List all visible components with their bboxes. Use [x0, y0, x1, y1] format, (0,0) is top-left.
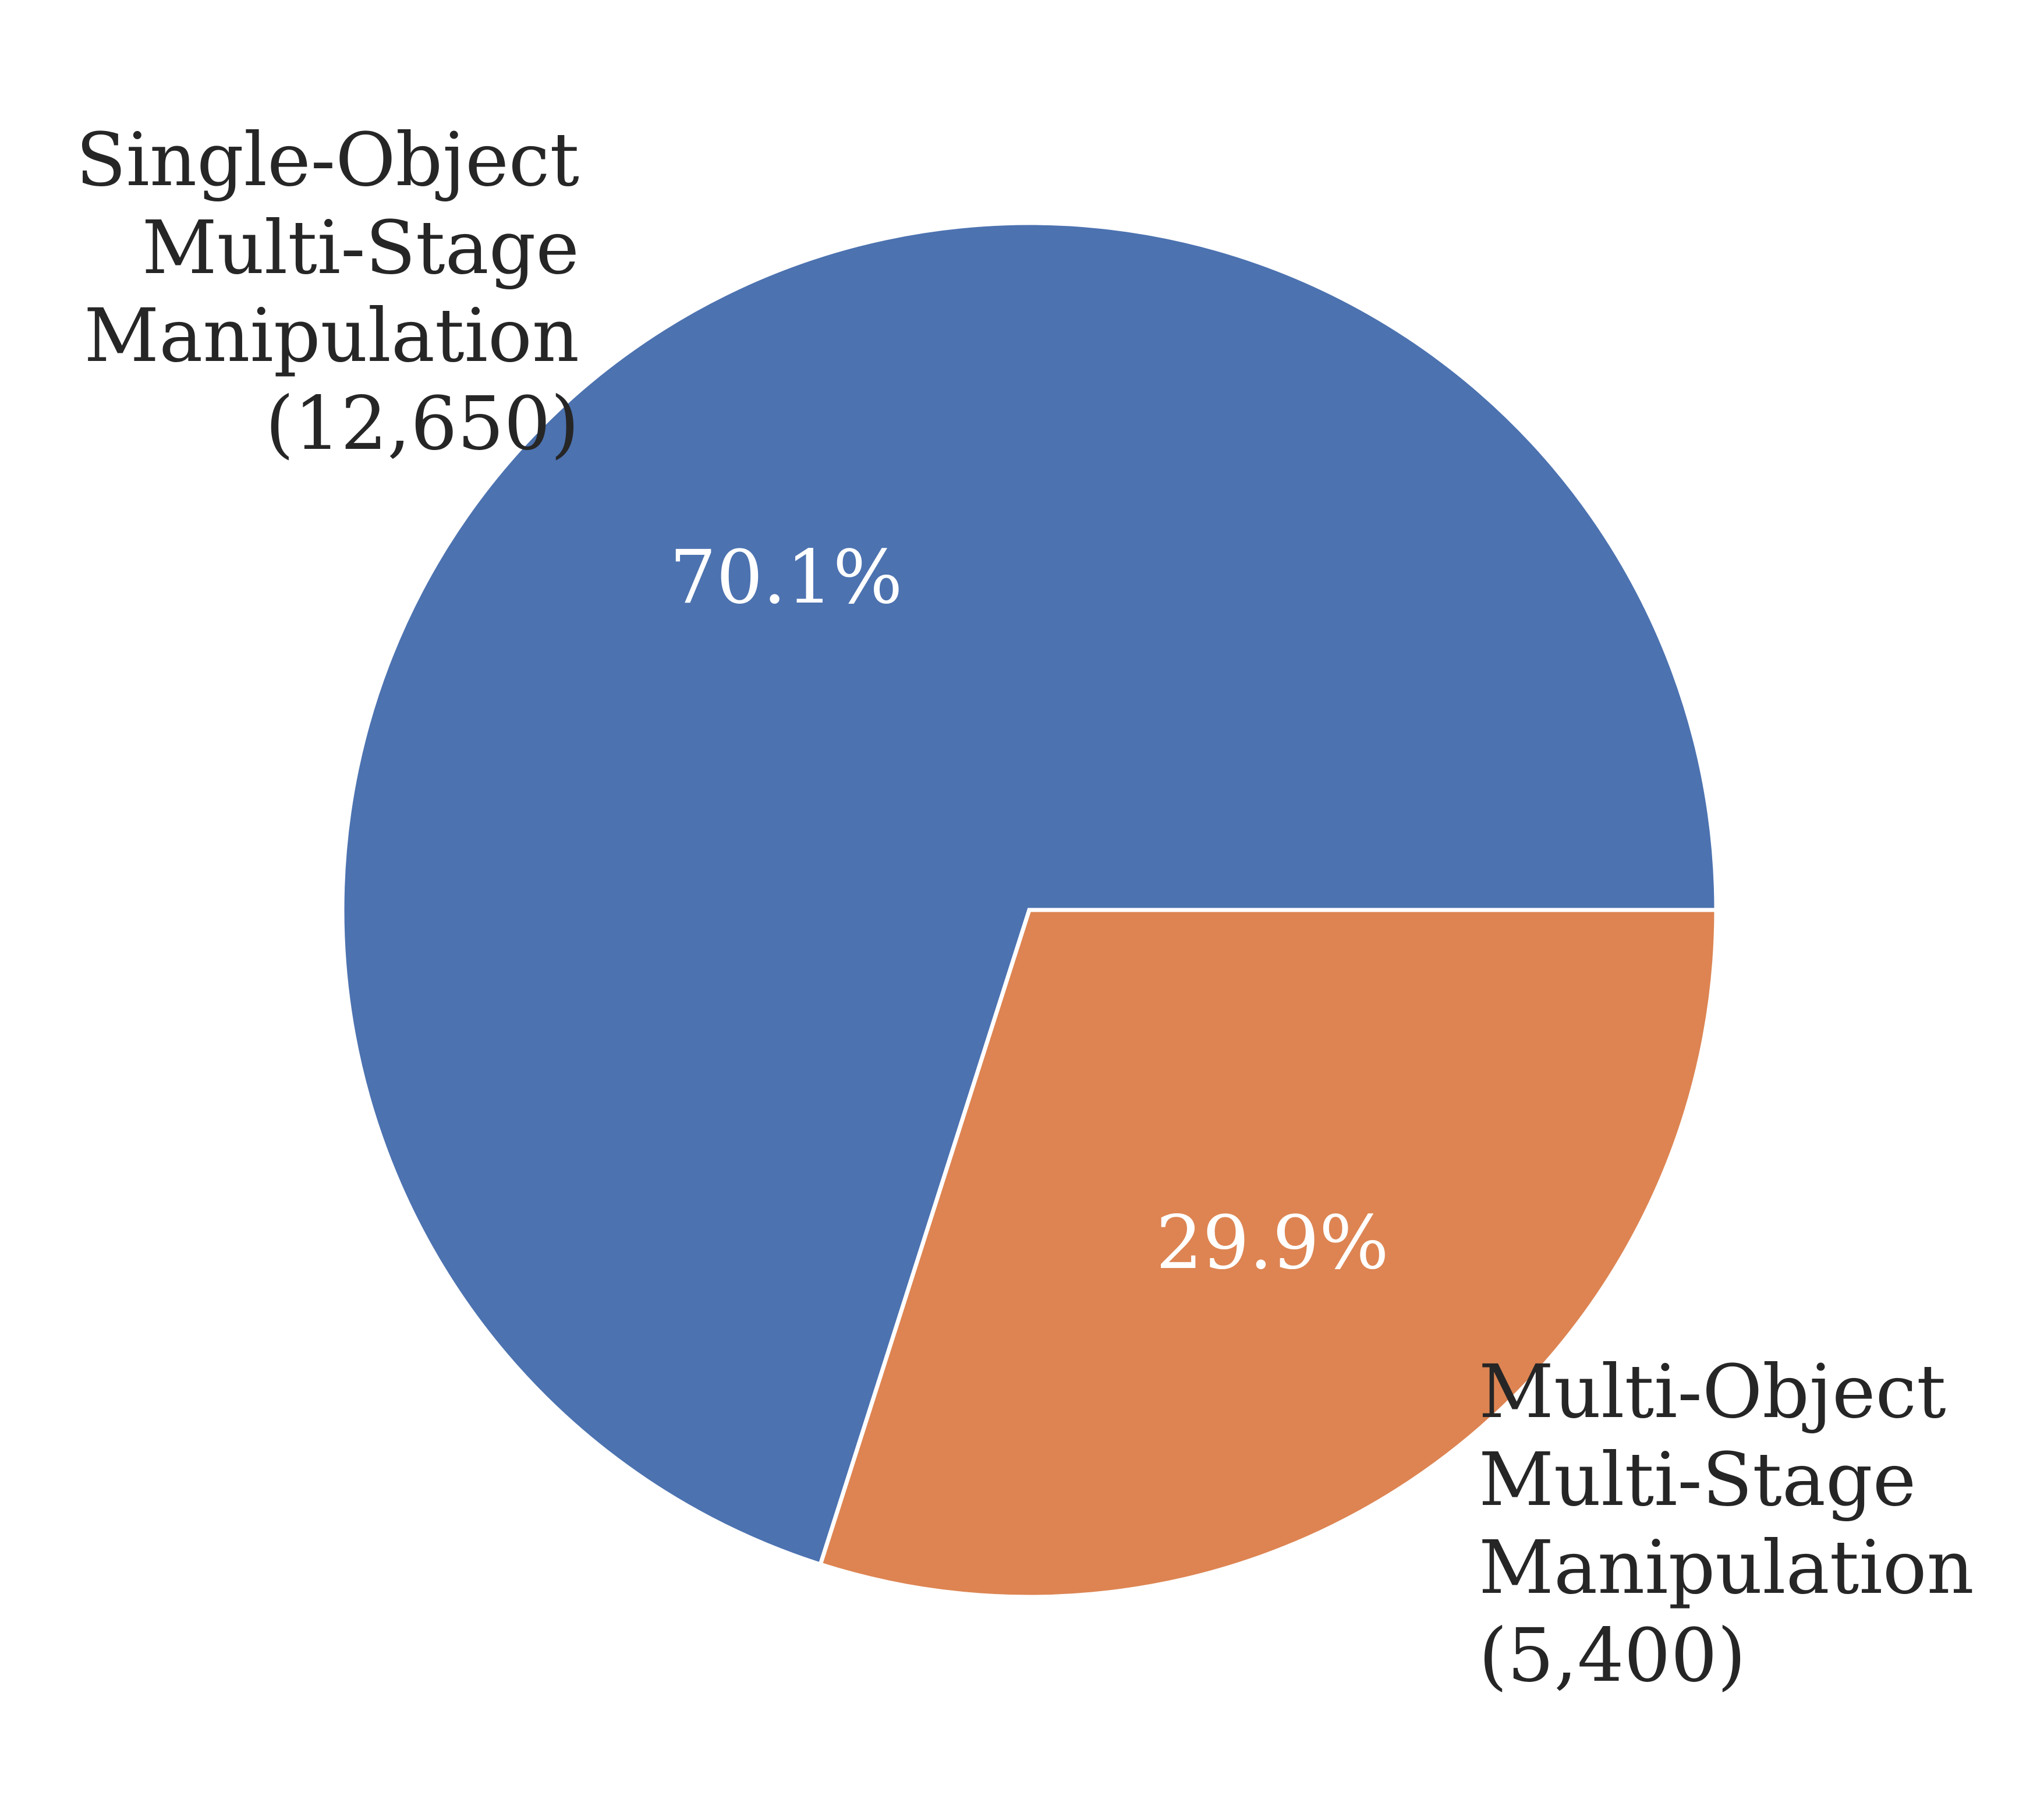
pie-category-label-line: Multi-Stage	[1479, 1437, 1916, 1522]
pie-category-label-line: Multi-Object	[1479, 1349, 1946, 1435]
pie-slice-2	[817, 908, 1719, 1599]
pie-wedges	[340, 221, 1719, 1599]
pie-category-label-line: (12,650)	[265, 381, 579, 466]
pie-percent-label-1: 70.1%	[669, 534, 902, 620]
pie-category-label-line: (5,400)	[1479, 1613, 1746, 1698]
pie-slice-1	[340, 221, 1719, 1567]
pie-percent-labels: 70.1% 29.9%	[669, 534, 1389, 1285]
pie-percent-label-2: 29.9%	[1156, 1200, 1389, 1285]
pie-category-label-2: Multi-Object Multi-Stage Manipulation (5,40…	[1479, 1349, 1974, 1698]
pie-category-label-line: Single-Object	[76, 117, 579, 203]
pie-category-label-line: Manipulation	[84, 293, 579, 378]
pie-category-label-1: Single-Object Multi-Stage Manipulation (12,…	[76, 117, 579, 466]
pie-category-labels: Single-Object Multi-Stage Manipulation (12,…	[76, 117, 1974, 1698]
pie-category-label-line: Multi-Stage	[142, 205, 579, 291]
pie-category-label-line: Manipulation	[1479, 1525, 1974, 1610]
